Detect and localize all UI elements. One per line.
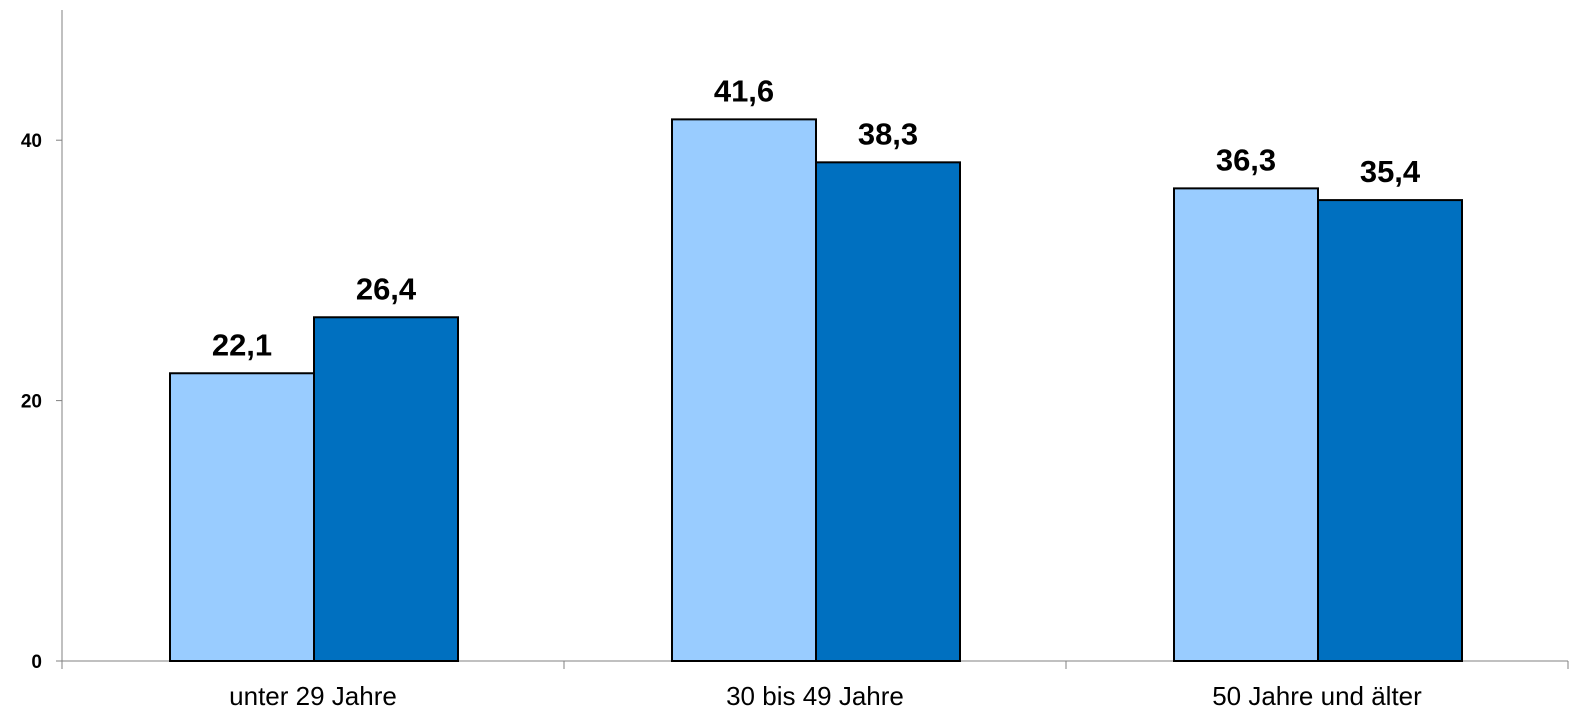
bar <box>1173 187 1319 662</box>
x-category-label: 50 Jahre und älter <box>1212 681 1422 711</box>
bar-value-label: 38,3 <box>858 116 918 151</box>
bar <box>815 161 961 662</box>
y-tick-label: 20 <box>21 392 42 413</box>
data-labels: 22,1 26,4 41,6 38,3 36,3 35,4 <box>212 73 1421 362</box>
y-axis: 0 20 40 <box>21 10 63 673</box>
bar-value-label: 41,6 <box>714 73 774 108</box>
bar-value-label: 35,4 <box>1360 154 1421 189</box>
y-tick-label: 40 <box>21 131 42 152</box>
y-tick-label: 0 <box>31 652 42 673</box>
bars <box>169 118 1463 663</box>
bar-value-label: 22,1 <box>212 327 272 362</box>
bar <box>313 316 459 662</box>
bar-value-label: 36,3 <box>1216 142 1276 177</box>
x-category-label: 30 bis 49 Jahre <box>726 681 904 711</box>
bar <box>671 118 817 663</box>
x-axis: unter 29 Jahre 30 bis 49 Jahre 50 Jahre un… <box>61 660 1569 711</box>
bar <box>169 372 315 662</box>
bar <box>1317 199 1463 662</box>
bar-value-label: 26,4 <box>356 271 417 306</box>
x-category-label: unter 29 Jahre <box>229 681 397 711</box>
